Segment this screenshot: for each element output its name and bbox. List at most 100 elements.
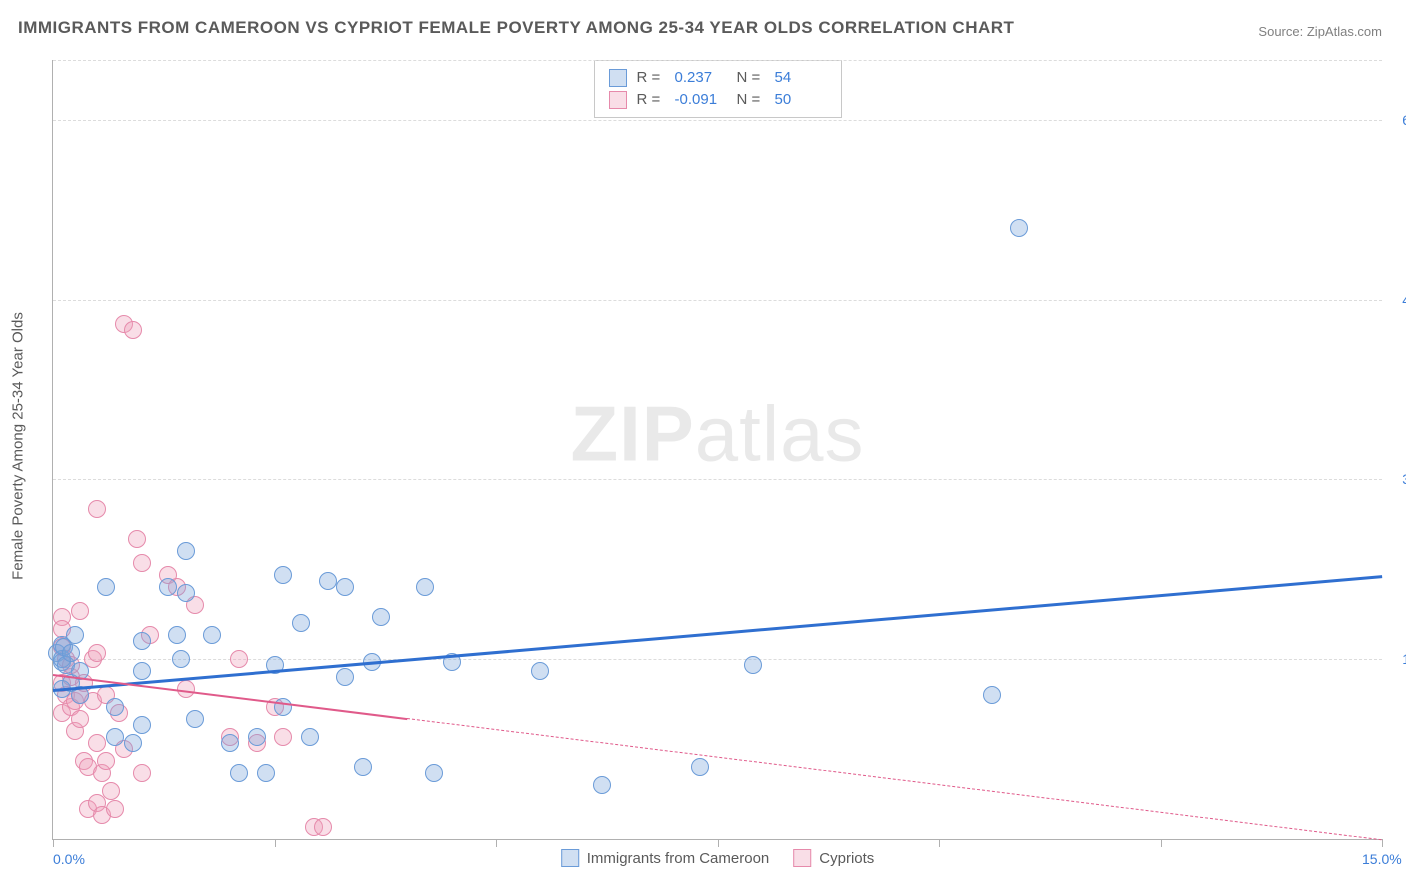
scatter-point [301, 728, 319, 746]
chart-plot-area: ZIPatlas R = 0.237 N = 54 R = -0.091 N =… [52, 60, 1382, 840]
scatter-point [124, 321, 142, 339]
r-value-b: -0.091 [675, 89, 727, 111]
trend-line-extrapolated [407, 718, 1382, 840]
stats-row: R = -0.091 N = 50 [609, 89, 827, 111]
n-label: N = [737, 67, 765, 89]
chart-title: IMMIGRANTS FROM CAMEROON VS CYPRIOT FEMA… [18, 18, 1014, 38]
scatter-point [133, 716, 151, 734]
series-legend: Immigrants from Cameroon Cypriots [561, 849, 875, 867]
x-tick-label: 0.0% [53, 851, 85, 867]
scatter-point [106, 698, 124, 716]
y-tick-label: 60.0% [1402, 112, 1406, 128]
x-tick [1382, 839, 1383, 847]
x-tick [275, 839, 276, 847]
scatter-point [62, 644, 80, 662]
x-tick [939, 839, 940, 847]
scatter-point [691, 758, 709, 776]
scatter-point [230, 650, 248, 668]
scatter-point [203, 626, 221, 644]
swatch-series-a [561, 849, 579, 867]
scatter-point [102, 782, 120, 800]
swatch-series-b [609, 91, 627, 109]
scatter-point [248, 728, 266, 746]
correlation-stats-box: R = 0.237 N = 54 R = -0.091 N = 50 [594, 60, 842, 118]
y-tick-label: 30.0% [1402, 471, 1406, 487]
stats-row: R = 0.237 N = 54 [609, 67, 827, 89]
scatter-point [372, 608, 390, 626]
x-tick [1161, 839, 1162, 847]
scatter-point [983, 686, 1001, 704]
scatter-point [97, 578, 115, 596]
scatter-point [257, 764, 275, 782]
watermark-light: atlas [695, 389, 865, 477]
scatter-point [168, 626, 186, 644]
source-label: Source: [1258, 24, 1303, 39]
n-value-a: 54 [775, 67, 827, 89]
legend-label-a: Immigrants from Cameroon [587, 850, 770, 867]
scatter-point [292, 614, 310, 632]
y-axis-label: Female Poverty Among 25-34 Year Olds [10, 312, 27, 580]
scatter-point [66, 626, 84, 644]
scatter-point [97, 752, 115, 770]
gridline [53, 300, 1382, 301]
watermark-bold: ZIP [570, 389, 694, 477]
scatter-point [425, 764, 443, 782]
scatter-point [71, 710, 89, 728]
scatter-point [319, 572, 337, 590]
n-value-b: 50 [775, 89, 827, 111]
y-tick-label: 15.0% [1402, 651, 1406, 667]
scatter-point [531, 662, 549, 680]
gridline [53, 120, 1382, 121]
scatter-point [744, 656, 762, 674]
legend-label-b: Cypriots [819, 850, 874, 867]
scatter-point [106, 800, 124, 818]
scatter-point [133, 632, 151, 650]
scatter-point [314, 818, 332, 836]
scatter-point [106, 728, 124, 746]
scatter-point [133, 554, 151, 572]
scatter-point [88, 734, 106, 752]
scatter-point [177, 542, 195, 560]
scatter-point [1010, 219, 1028, 237]
x-tick [496, 839, 497, 847]
legend-item: Cypriots [793, 849, 874, 867]
r-label: R = [637, 67, 665, 89]
source-value: ZipAtlas.com [1307, 24, 1382, 39]
scatter-point [186, 710, 204, 728]
scatter-point [274, 698, 292, 716]
watermark: ZIPatlas [570, 388, 864, 479]
scatter-point [416, 578, 434, 596]
gridline [53, 479, 1382, 480]
scatter-point [230, 764, 248, 782]
scatter-point [159, 578, 177, 596]
y-tick-label: 45.0% [1402, 292, 1406, 308]
x-tick-label: 15.0% [1362, 851, 1402, 867]
gridline [53, 60, 1382, 61]
r-value-a: 0.237 [675, 67, 727, 89]
scatter-point [593, 776, 611, 794]
scatter-point [133, 764, 151, 782]
swatch-series-b [793, 849, 811, 867]
scatter-point [71, 602, 89, 620]
scatter-point [124, 734, 142, 752]
x-tick [718, 839, 719, 847]
scatter-point [274, 566, 292, 584]
scatter-point [133, 662, 151, 680]
scatter-point [177, 584, 195, 602]
scatter-point [336, 578, 354, 596]
trend-line [53, 575, 1382, 692]
x-tick [53, 839, 54, 847]
scatter-point [221, 734, 239, 752]
swatch-series-a [609, 69, 627, 87]
scatter-point [128, 530, 146, 548]
gridline [53, 659, 1382, 660]
legend-item: Immigrants from Cameroon [561, 849, 770, 867]
scatter-point [172, 650, 190, 668]
scatter-point [274, 728, 292, 746]
r-label: R = [637, 89, 665, 111]
scatter-point [354, 758, 372, 776]
scatter-point [336, 668, 354, 686]
n-label: N = [737, 89, 765, 111]
scatter-point [88, 644, 106, 662]
source-attribution: Source: ZipAtlas.com [1258, 24, 1382, 39]
